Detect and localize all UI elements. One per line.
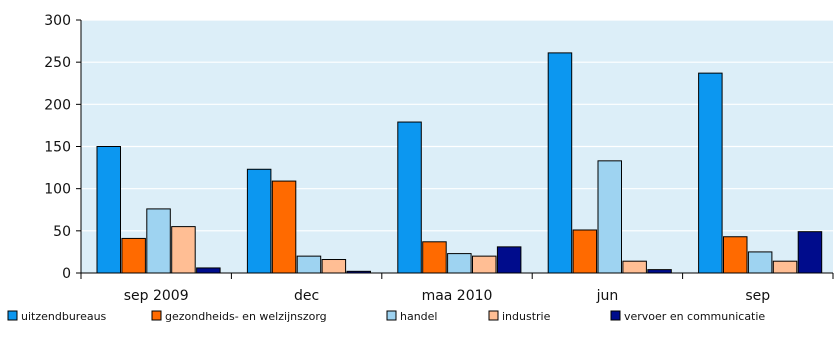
legend-label-1: gezondheids- en welzijnszorg — [165, 310, 327, 323]
y-tick-label: 300 — [44, 13, 71, 29]
x-tick-label: jun — [596, 288, 619, 304]
x-tick-label: sep 2009 — [124, 288, 189, 304]
bar-industrie-3 — [622, 260, 647, 274]
bar-gezondheids-en-welzijnszorg-3 — [572, 229, 598, 274]
bar-handel-1 — [296, 255, 322, 274]
legend-label-4: vervoer en communicatie — [624, 310, 765, 323]
bar-handel-0 — [146, 208, 171, 274]
bar-gezondheids-en-welzijnszorg-2 — [422, 241, 447, 274]
bar-uitzendbureaus-0 — [96, 146, 121, 274]
bar-uitzendbureaus-3 — [547, 52, 573, 274]
legend-swatch-0 — [7, 310, 18, 321]
bar-handel-2 — [447, 253, 472, 274]
bar-industrie-0 — [171, 226, 196, 274]
legend-swatch-3 — [488, 310, 499, 321]
legend-swatch-1 — [151, 310, 162, 321]
legend-swatch-4 — [610, 310, 621, 321]
bar-industrie-2 — [472, 255, 497, 274]
bar-gezondheids-en-welzijnszorg-4 — [723, 236, 748, 274]
legend-swatch-2 — [386, 310, 397, 321]
bar-gezondheids-en-welzijnszorg-0 — [121, 237, 146, 274]
bar-vervoer-en-communicatie-3 — [647, 269, 672, 274]
legend: uitzendbureaus gezondheids- en welzijnszo… — [7, 310, 765, 323]
bar-handel-3 — [597, 160, 622, 274]
bar-uitzendbureaus-2 — [397, 121, 422, 274]
y-tick-label: 100 — [44, 182, 71, 198]
x-tick-label: dec — [294, 288, 319, 304]
y-tick-label: 50 — [53, 224, 71, 240]
y-tick-label: 250 — [44, 55, 71, 71]
bar-gezondheids-en-welzijnszorg-1 — [271, 180, 297, 274]
y-tick-label: 0 — [62, 266, 71, 282]
x-tick-label: sep — [745, 288, 770, 304]
bar-uitzendbureaus-1 — [246, 168, 272, 274]
x-tick-label: maa 2010 — [422, 288, 493, 304]
bar-vervoer-en-communicatie-2 — [496, 246, 522, 274]
plot-area: 0 50 100 150 200 250 300 sep 2009 dec maa 2010 jun… — [44, 13, 834, 304]
y-tick-label: 200 — [44, 97, 71, 113]
bar-industrie-4 — [772, 260, 798, 274]
legend-label-3: industrie — [502, 310, 551, 323]
bar-handel-4 — [747, 251, 773, 274]
bar-vervoer-en-communicatie-0 — [196, 267, 221, 274]
legend-label-2: handel — [400, 310, 438, 323]
bar-uitzendbureaus-4 — [698, 72, 723, 274]
legend-label-0: uitzendbureaus — [21, 310, 107, 323]
bar-vervoer-en-communicatie-4 — [797, 231, 823, 274]
bar-industrie-1 — [321, 259, 347, 274]
y-tick-label: 150 — [44, 140, 71, 156]
